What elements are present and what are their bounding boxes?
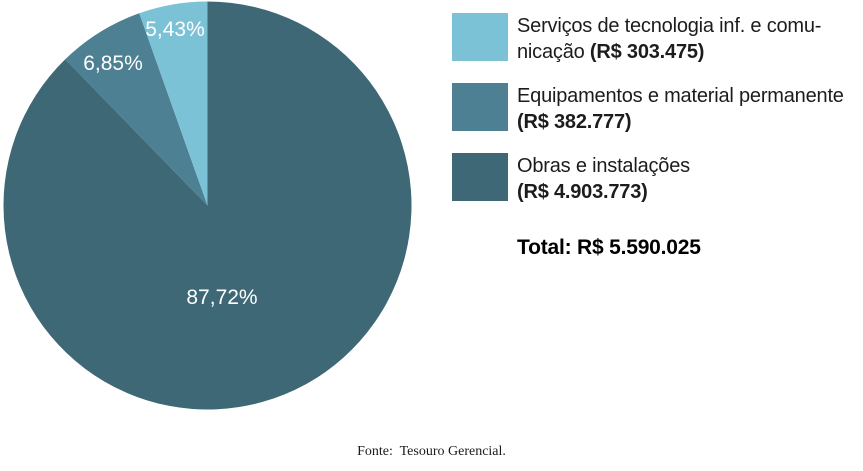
legend-amount: (R$ 382.777) (517, 111, 632, 133)
legend-swatch-servicos (452, 13, 508, 61)
pie-slice-obras (3, 1, 412, 410)
legend-label-servicos: Serviços de tecnologia inf. e comu-nicaç… (517, 13, 821, 65)
legend-item-equipamentos: Equipamentos e material permanente (R$ 38… (452, 83, 858, 135)
legend-swatch-equipamentos (452, 83, 508, 131)
legend-line1: Obras e instalações (517, 155, 690, 177)
legend-item-servicos: Serviços de tecnologia inf. e comu-nicaç… (452, 13, 858, 65)
legend-line2: nicação (517, 41, 590, 63)
pie-slice-servicos (139, 1, 208, 206)
legend-line1: Serviços de tecnologia inf. e comu- (517, 15, 822, 37)
legend-swatch-obras (452, 153, 508, 201)
pie-slice-label-equipamentos: 6,85% (83, 52, 143, 75)
total-label: Total: R$ 5.590.025 (517, 236, 701, 259)
legend-label-equipamentos: Equipamentos e material permanente (R$ 38… (517, 83, 844, 135)
pie-slice-label-obras: 87,72% (186, 286, 257, 309)
legend-amount: (R$ 4.903.773) (517, 181, 648, 203)
legend-line1: Equipamentos e material permanente (517, 85, 844, 107)
pie-chart: 5,43%6,85% 87,72% (3, 1, 412, 410)
pie-slice-label-servicos: 5,43% (145, 18, 205, 41)
pie-slice-equipamentos (65, 13, 208, 206)
legend: Serviços de tecnologia inf. e comu-nicaç… (452, 13, 858, 223)
legend-item-obras: Obras e instalações (R$ 4.903.773) (452, 153, 858, 205)
legend-label-obras: Obras e instalações (R$ 4.903.773) (517, 153, 690, 205)
source-note: Fonte: Tesouro Gerencial. (357, 444, 506, 459)
legend-amount: (R$ 303.475) (589, 41, 705, 63)
